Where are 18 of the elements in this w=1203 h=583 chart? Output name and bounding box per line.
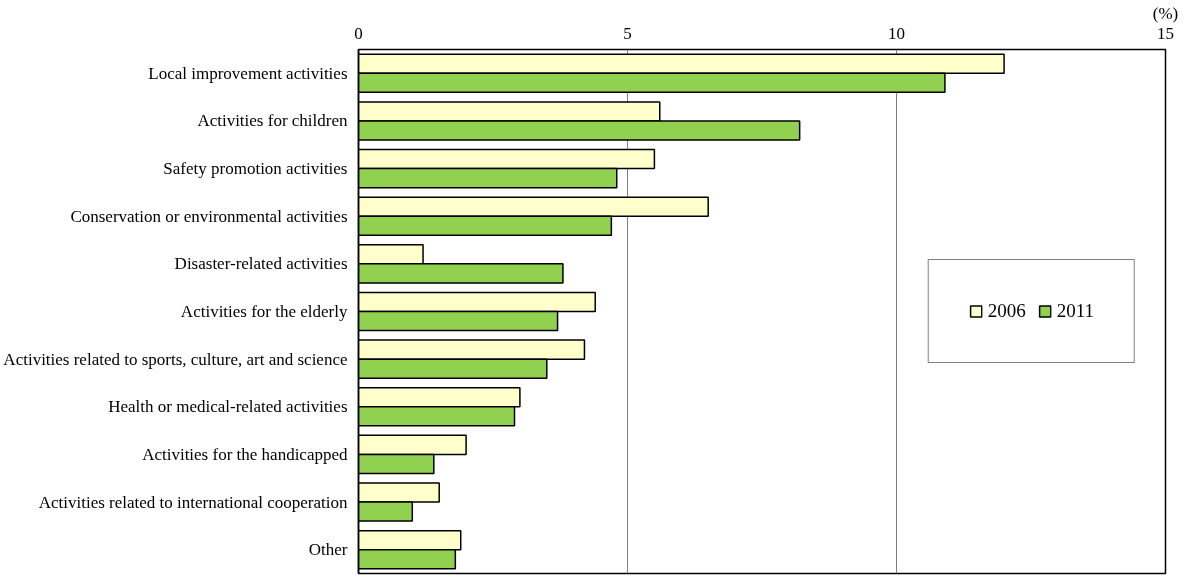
y-tick-label: Activities for the elderly (180, 302, 348, 321)
y-tick-label: Disaster-related activities (174, 254, 348, 274)
y-tick-label: Safety promotion activities (163, 159, 348, 179)
y-tick-label: Health or medical-related activities (108, 397, 348, 417)
y-tick-label: Local improvement activities (148, 63, 348, 83)
x-tick-label: 10 (888, 23, 905, 43)
legend-label: 2011 (1056, 300, 1094, 322)
x-axis-title: (%) (1152, 3, 1179, 23)
y-tick-label: Conservation or environmental activities (70, 206, 348, 226)
x-tick-label: 5 (623, 23, 632, 43)
y-tick-label: Other (308, 540, 348, 560)
x-tick-label: 0 (354, 23, 363, 43)
y-tick-label: Activities related to international cooperation (38, 492, 348, 512)
y-tick-label: Activities for children (197, 111, 348, 131)
legend-label: 2006 (987, 300, 1026, 322)
y-tick-label: Activities for the handicapped (142, 444, 348, 464)
x-tick-label: 15 (1157, 23, 1174, 43)
y-tick-label: Activities related to sports, culture, art and science (3, 349, 348, 369)
